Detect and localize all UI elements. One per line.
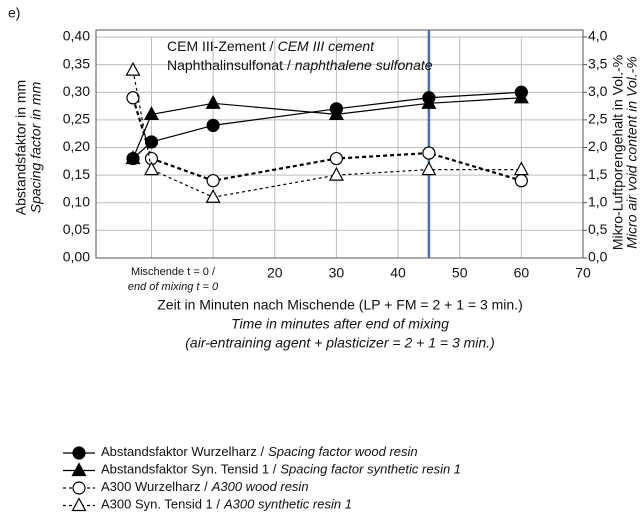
y-tick-label: 0,05 <box>63 221 90 237</box>
marker <box>328 106 344 120</box>
legend-text: Abstandsfaktor Wurzelharz / <box>101 444 264 459</box>
annotation: end of mixing t = 0 <box>128 281 219 293</box>
x-tick-label: 20 <box>267 265 283 281</box>
marker <box>126 91 140 105</box>
legend-text: A300 synthetic resin 1 <box>223 497 352 512</box>
legend-text: A300 wood resin <box>211 479 309 494</box>
marker <box>513 89 529 104</box>
legend-label: A300 Wurzelharz / A300 wood resin <box>101 479 309 494</box>
series-line <box>132 97 522 159</box>
legend-text: A300 Wurzelharz / <box>101 479 208 494</box>
y-tick-label: 0,35 <box>63 55 90 71</box>
legend-text: Spacing factor synthetic resin 1 <box>280 462 461 477</box>
y2-tick-label: 1,5 <box>588 166 608 182</box>
legend-marker <box>72 481 86 495</box>
y-tick-label: 0,20 <box>63 138 90 154</box>
marker <box>421 95 437 109</box>
marker <box>328 166 344 181</box>
marker <box>421 161 437 176</box>
x-tick-label: 60 <box>514 265 530 281</box>
y-tick-label: 0,25 <box>63 111 90 127</box>
y-axis-label: Abstandsfaktor in mm <box>13 80 29 215</box>
annotation: CEM III-Zement / CEM III cement <box>167 38 375 54</box>
y-tick-label: 0,30 <box>63 83 90 99</box>
legend-marker <box>71 462 87 477</box>
marker <box>205 188 221 203</box>
marker <box>422 146 436 160</box>
annotation-text: Naphthalinsulfonat / <box>167 57 291 73</box>
x-tick-label: 40 <box>390 265 406 281</box>
marker <box>125 61 141 76</box>
y-tick-label: 0,10 <box>63 193 90 209</box>
marker <box>143 106 159 120</box>
marker <box>513 161 529 176</box>
legend-text: A300 Syn. Tensid 1 / <box>101 497 220 512</box>
marker <box>143 161 159 176</box>
x-tick-label: 70 <box>575 265 591 281</box>
y2-tick-label: 2,5 <box>588 111 608 127</box>
y-axis-label: Spacing factor in mm <box>28 81 44 213</box>
legend-label: Abstandsfaktor Wurzelharz / Spacing facto… <box>101 444 418 459</box>
legend-text: Spacing factor wood resin <box>268 444 418 459</box>
legend-text: Abstandsfaktor Syn. Tensid 1 / <box>101 462 277 477</box>
annotation-text: CEM III cement <box>278 38 376 54</box>
y2-tick-label: 1,0 <box>588 193 608 209</box>
marker <box>206 118 220 133</box>
x-tick-label: 50 <box>452 265 468 281</box>
series-line <box>131 97 522 182</box>
x-axis-label: Time in minutes after end of mixing <box>231 316 449 332</box>
y2-tick-label: 3,0 <box>588 83 608 99</box>
y2-tick-label: 2,0 <box>588 138 608 154</box>
annotation: Mischende t = 0 / <box>131 266 216 278</box>
panel-label: e) <box>8 5 20 21</box>
y2-axis-label: Mikro-Luftporengehalt in Vol.-% <box>610 55 626 250</box>
marker <box>514 174 528 188</box>
y2-tick-label: 3,5 <box>588 55 608 71</box>
legend-label: Abstandsfaktor Syn. Tensid 1 /Spacing fa… <box>101 462 461 477</box>
x-axis-label: (air-entraining agent + plasticizer = 2 … <box>185 335 494 351</box>
series-line <box>132 70 522 198</box>
y-tick-label: 0,00 <box>63 249 90 265</box>
legend-marker <box>72 446 86 460</box>
annotation-text: naphthalene sulfonate <box>295 57 433 73</box>
y-tick-label: 0,40 <box>63 28 90 44</box>
plot-frame <box>95 29 584 259</box>
y2-tick-label: 4,0 <box>588 28 608 44</box>
annotation: Naphthalinsulfonat / naphthalene sulfonat… <box>167 57 433 73</box>
marker <box>206 174 220 188</box>
marker <box>205 95 221 109</box>
x-tick-label: 30 <box>329 265 345 281</box>
annotation-box <box>100 264 246 294</box>
y2-tick-label: 0,5 <box>588 221 608 237</box>
annotation-text: CEM III-Zement / <box>167 38 274 54</box>
marker <box>329 151 344 166</box>
marker <box>125 150 141 165</box>
y2-axis-label: Micro air void content in Vol.-% <box>624 56 640 248</box>
legend-label: A300 Syn. Tensid 1 /A300 synthetic resin… <box>101 497 352 512</box>
x-axis-label: Zeit in Minuten nach Mischende (LP + FM … <box>157 297 522 313</box>
y2-tick-label: 0,0 <box>588 249 608 265</box>
y-tick-label: 0,15 <box>63 166 90 182</box>
legend-marker <box>71 497 87 512</box>
